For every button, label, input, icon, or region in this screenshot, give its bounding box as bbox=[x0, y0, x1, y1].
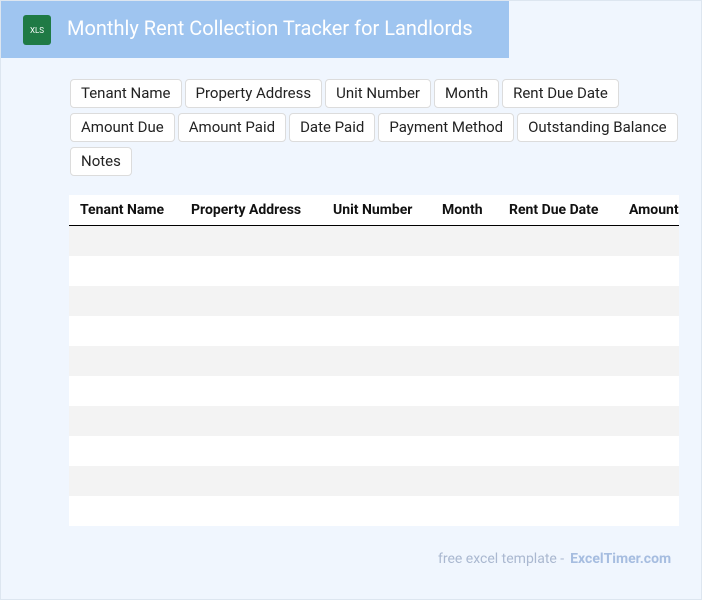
field-tags: Tenant Name Property Address Unit Number Mo… bbox=[68, 77, 680, 179]
footer-text: free excel template - bbox=[438, 551, 565, 567]
field-tag[interactable]: Rent Due Date bbox=[502, 79, 619, 108]
column-header: Rent Due Date bbox=[509, 202, 599, 218]
table-row bbox=[69, 436, 679, 466]
table-row bbox=[69, 346, 679, 376]
column-header: Property Address bbox=[191, 202, 302, 218]
footer: free excel template - ExcelTimer.com bbox=[438, 551, 671, 567]
field-tag[interactable]: Tenant Name bbox=[70, 79, 182, 108]
table-row bbox=[69, 376, 679, 406]
table-header: Tenant Name Property Address Unit Number Mo… bbox=[69, 195, 679, 226]
field-tag[interactable]: Property Address bbox=[184, 79, 323, 108]
field-tag[interactable]: Date Paid bbox=[289, 113, 376, 142]
table-body bbox=[69, 226, 679, 526]
table-row bbox=[69, 286, 679, 316]
table-row bbox=[69, 406, 679, 436]
field-tag[interactable]: Payment Method bbox=[378, 113, 515, 142]
table-row bbox=[69, 466, 679, 496]
column-header: Tenant Name bbox=[80, 202, 165, 218]
column-header: Amount Due bbox=[629, 202, 679, 218]
table-row bbox=[69, 256, 679, 286]
table-row bbox=[69, 316, 679, 346]
column-header: Month bbox=[442, 202, 483, 218]
column-header: Unit Number bbox=[333, 202, 413, 218]
field-tag[interactable]: Unit Number bbox=[325, 79, 431, 108]
field-tag[interactable]: Outstanding Balance bbox=[517, 113, 678, 142]
field-tag[interactable]: Notes bbox=[70, 147, 132, 176]
footer-brand[interactable]: ExcelTimer.com bbox=[570, 551, 672, 567]
page-title: Monthly Rent Collection Tracker for Land… bbox=[67, 16, 473, 40]
table-row bbox=[69, 496, 679, 526]
header-bar: XLS Monthly Rent Collection Tracker for … bbox=[1, 1, 509, 58]
field-tag[interactable]: Month bbox=[433, 79, 500, 108]
field-tag[interactable]: Amount Due bbox=[70, 113, 175, 142]
xls-icon: XLS bbox=[23, 15, 51, 45]
field-tag[interactable]: Amount Paid bbox=[177, 113, 287, 142]
table-row bbox=[69, 226, 679, 256]
table: Tenant Name Property Address Unit Number Mo… bbox=[69, 195, 679, 526]
